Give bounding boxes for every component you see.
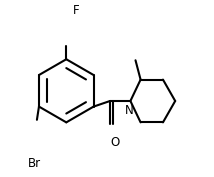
Text: F: F xyxy=(73,4,80,16)
Text: Br: Br xyxy=(28,157,41,170)
Text: O: O xyxy=(110,136,120,149)
Text: N: N xyxy=(125,104,134,117)
